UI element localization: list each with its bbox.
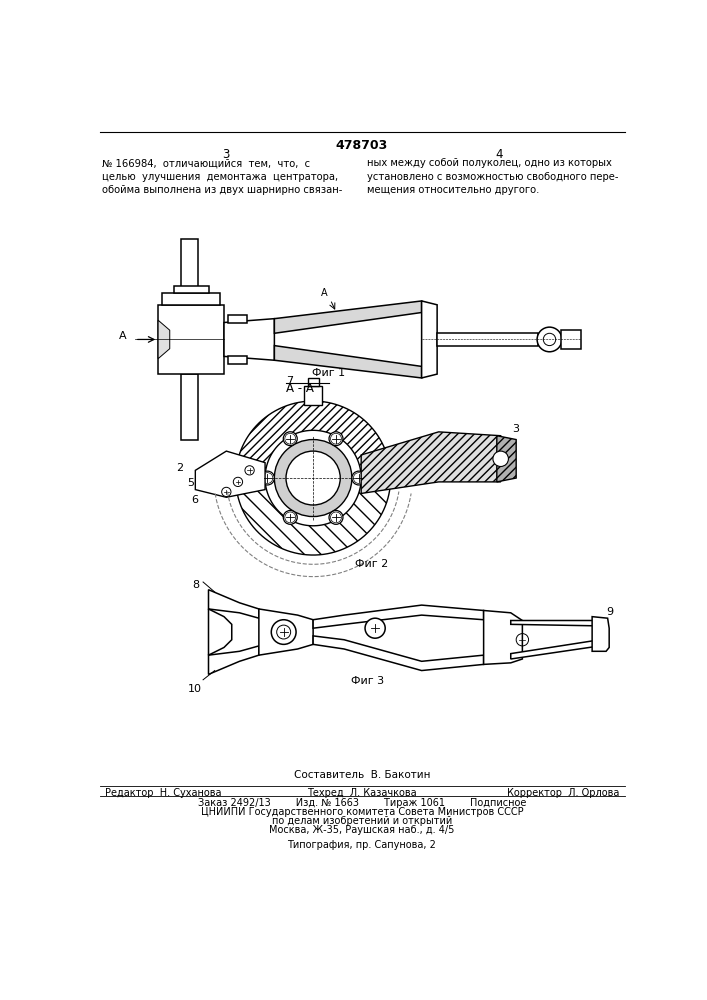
Polygon shape [308,378,319,386]
Circle shape [284,510,297,524]
Polygon shape [209,590,259,618]
Polygon shape [361,432,501,493]
Text: Типография, пр. Сапунова, 2: Типография, пр. Сапунова, 2 [288,840,436,850]
Text: 5: 5 [187,478,194,488]
Polygon shape [259,609,313,655]
Polygon shape [274,346,421,378]
Text: Заказ 2492/13        Изд. № 1663        Тираж 1061        Подписное: Заказ 2492/13 Изд. № 1663 Тираж 1061 Под… [198,798,526,808]
Polygon shape [592,617,609,651]
Circle shape [329,432,343,446]
Text: 4: 4 [496,148,503,161]
Polygon shape [180,239,198,305]
Text: ных между собой полуколец, одно из которых
установлено с возможностью свободного: ных между собой полуколец, одно из котор… [368,158,619,195]
Text: по делам изобретений и открытий: по делам изобретений и открытий [271,816,452,826]
Circle shape [271,620,296,644]
Text: 3: 3 [513,424,520,434]
Polygon shape [313,636,484,671]
Polygon shape [596,640,606,647]
Circle shape [222,487,231,497]
Polygon shape [561,330,580,349]
Text: Фиг 3: Фиг 3 [351,676,384,686]
Circle shape [245,466,255,475]
Text: 10: 10 [188,684,202,694]
Text: Фиг 2: Фиг 2 [355,559,388,569]
Text: Корректор  Л. Орлова: Корректор Л. Орлова [507,788,619,798]
Polygon shape [158,320,170,359]
Polygon shape [510,620,600,626]
Text: Москва, Ж-35, Раушская наб., д. 4/5: Москва, Ж-35, Раушская наб., д. 4/5 [269,825,455,835]
Text: 7: 7 [286,376,293,386]
Polygon shape [304,386,322,405]
Text: 2: 2 [176,463,183,473]
Text: Редактор  Н. Суханова: Редактор Н. Суханова [105,788,222,798]
Text: Составитель  В. Бакотин: Составитель В. Бакотин [293,770,430,780]
Circle shape [286,451,340,505]
Circle shape [260,471,274,485]
Circle shape [537,327,562,352]
Text: A - A: A - A [286,382,314,395]
Circle shape [493,451,508,467]
Polygon shape [235,401,391,478]
Text: № 166984,  отличающийся  тем,  что,  с
целью  улучшения  демонтажа  центратора,
: № 166984, отличающийся тем, что, с целью… [103,158,343,195]
Text: A: A [321,288,327,298]
Circle shape [365,618,385,638]
Polygon shape [174,286,209,293]
Circle shape [233,477,243,487]
Polygon shape [228,356,247,364]
Polygon shape [209,646,259,674]
Text: ЦНИИПИ Государственного комитета Совета Министров СССР: ЦНИИПИ Государственного комитета Совета … [201,807,523,817]
Circle shape [352,471,366,485]
Polygon shape [158,305,224,374]
Polygon shape [209,609,232,655]
Text: 8: 8 [192,580,199,590]
Polygon shape [162,293,220,305]
Circle shape [274,440,352,517]
Text: Техред  Л. Казачкова: Техред Л. Казачкова [307,788,416,798]
Text: 3: 3 [222,148,229,161]
Text: Фиг 1: Фиг 1 [312,368,345,378]
Polygon shape [437,333,538,346]
Polygon shape [195,451,265,497]
Polygon shape [510,640,600,659]
Circle shape [284,432,297,446]
Circle shape [329,510,343,524]
Polygon shape [538,336,569,343]
Polygon shape [274,301,421,333]
Polygon shape [484,610,522,664]
Polygon shape [596,622,606,630]
Polygon shape [235,478,391,555]
Text: A: A [119,331,127,341]
Text: 9: 9 [606,607,613,617]
Polygon shape [313,605,484,628]
Polygon shape [180,374,198,440]
Polygon shape [224,319,274,360]
Text: 6: 6 [192,495,199,505]
Polygon shape [421,301,437,378]
Text: 478703: 478703 [336,139,388,152]
Polygon shape [497,436,516,482]
Polygon shape [228,315,247,323]
